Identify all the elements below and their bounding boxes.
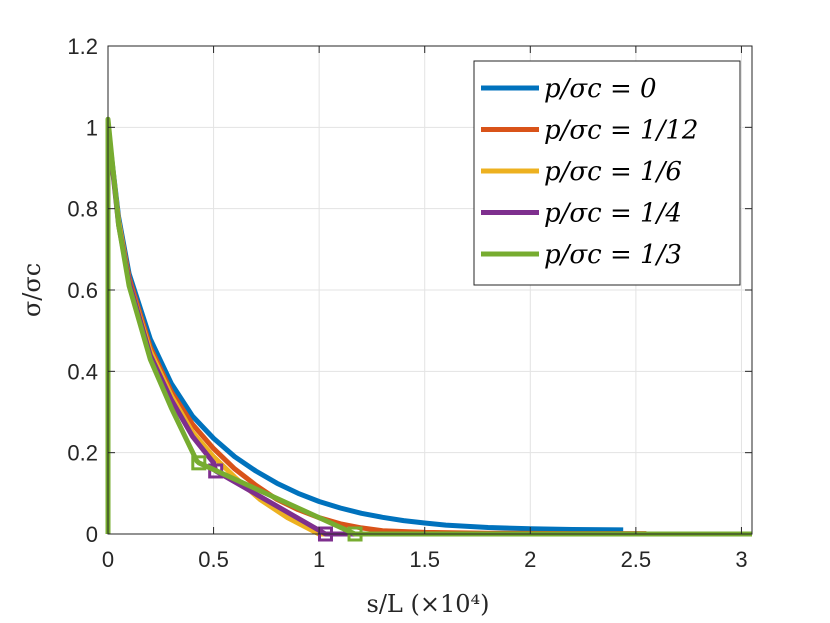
x-tick-label: 0 xyxy=(102,547,114,572)
legend: p/σc = 0 p/σc = 1/12 p/σc = 1/6 p/σc = 1/4 p… xyxy=(473,60,741,286)
x-tick-label: 1.5 xyxy=(409,547,440,572)
x-tick-label: 1 xyxy=(313,547,325,572)
y-tick-label: 1.2 xyxy=(67,34,98,59)
x-tick-label: 2 xyxy=(524,547,536,572)
y-tick-label: 0.2 xyxy=(67,441,98,466)
y-tick-label: 1 xyxy=(86,115,98,140)
series-marker-4 xyxy=(191,455,207,471)
y-tick-label: 0 xyxy=(86,522,98,547)
legend-label-3: p/σc = 1/4 xyxy=(544,199,682,229)
x-tick-label: 2.5 xyxy=(621,547,652,572)
legend-label-1: p/σc = 1/12 xyxy=(544,116,698,146)
y-tick-label: 0.8 xyxy=(67,197,98,222)
legend-label-2: p/σc = 1/6 xyxy=(544,157,682,187)
legend-label-4: p/σc = 1/3 xyxy=(544,240,682,270)
y-tick-label: 0.4 xyxy=(67,359,98,384)
axes: 0 0.5 1 1.5 2 2.5 3 0 0.2 0.4 0.6 0.8 1 1.2 xyxy=(67,34,753,572)
x-tick-label: 3 xyxy=(735,547,747,572)
x-axis-title: s/L (×10⁴) xyxy=(367,590,490,618)
legend-label-0: p/σc = 0 xyxy=(544,74,657,104)
y-axis-title: σ/σc xyxy=(18,263,46,317)
x-tick-label: 0.5 xyxy=(198,547,229,572)
y-tick-label: 0.6 xyxy=(67,278,98,303)
